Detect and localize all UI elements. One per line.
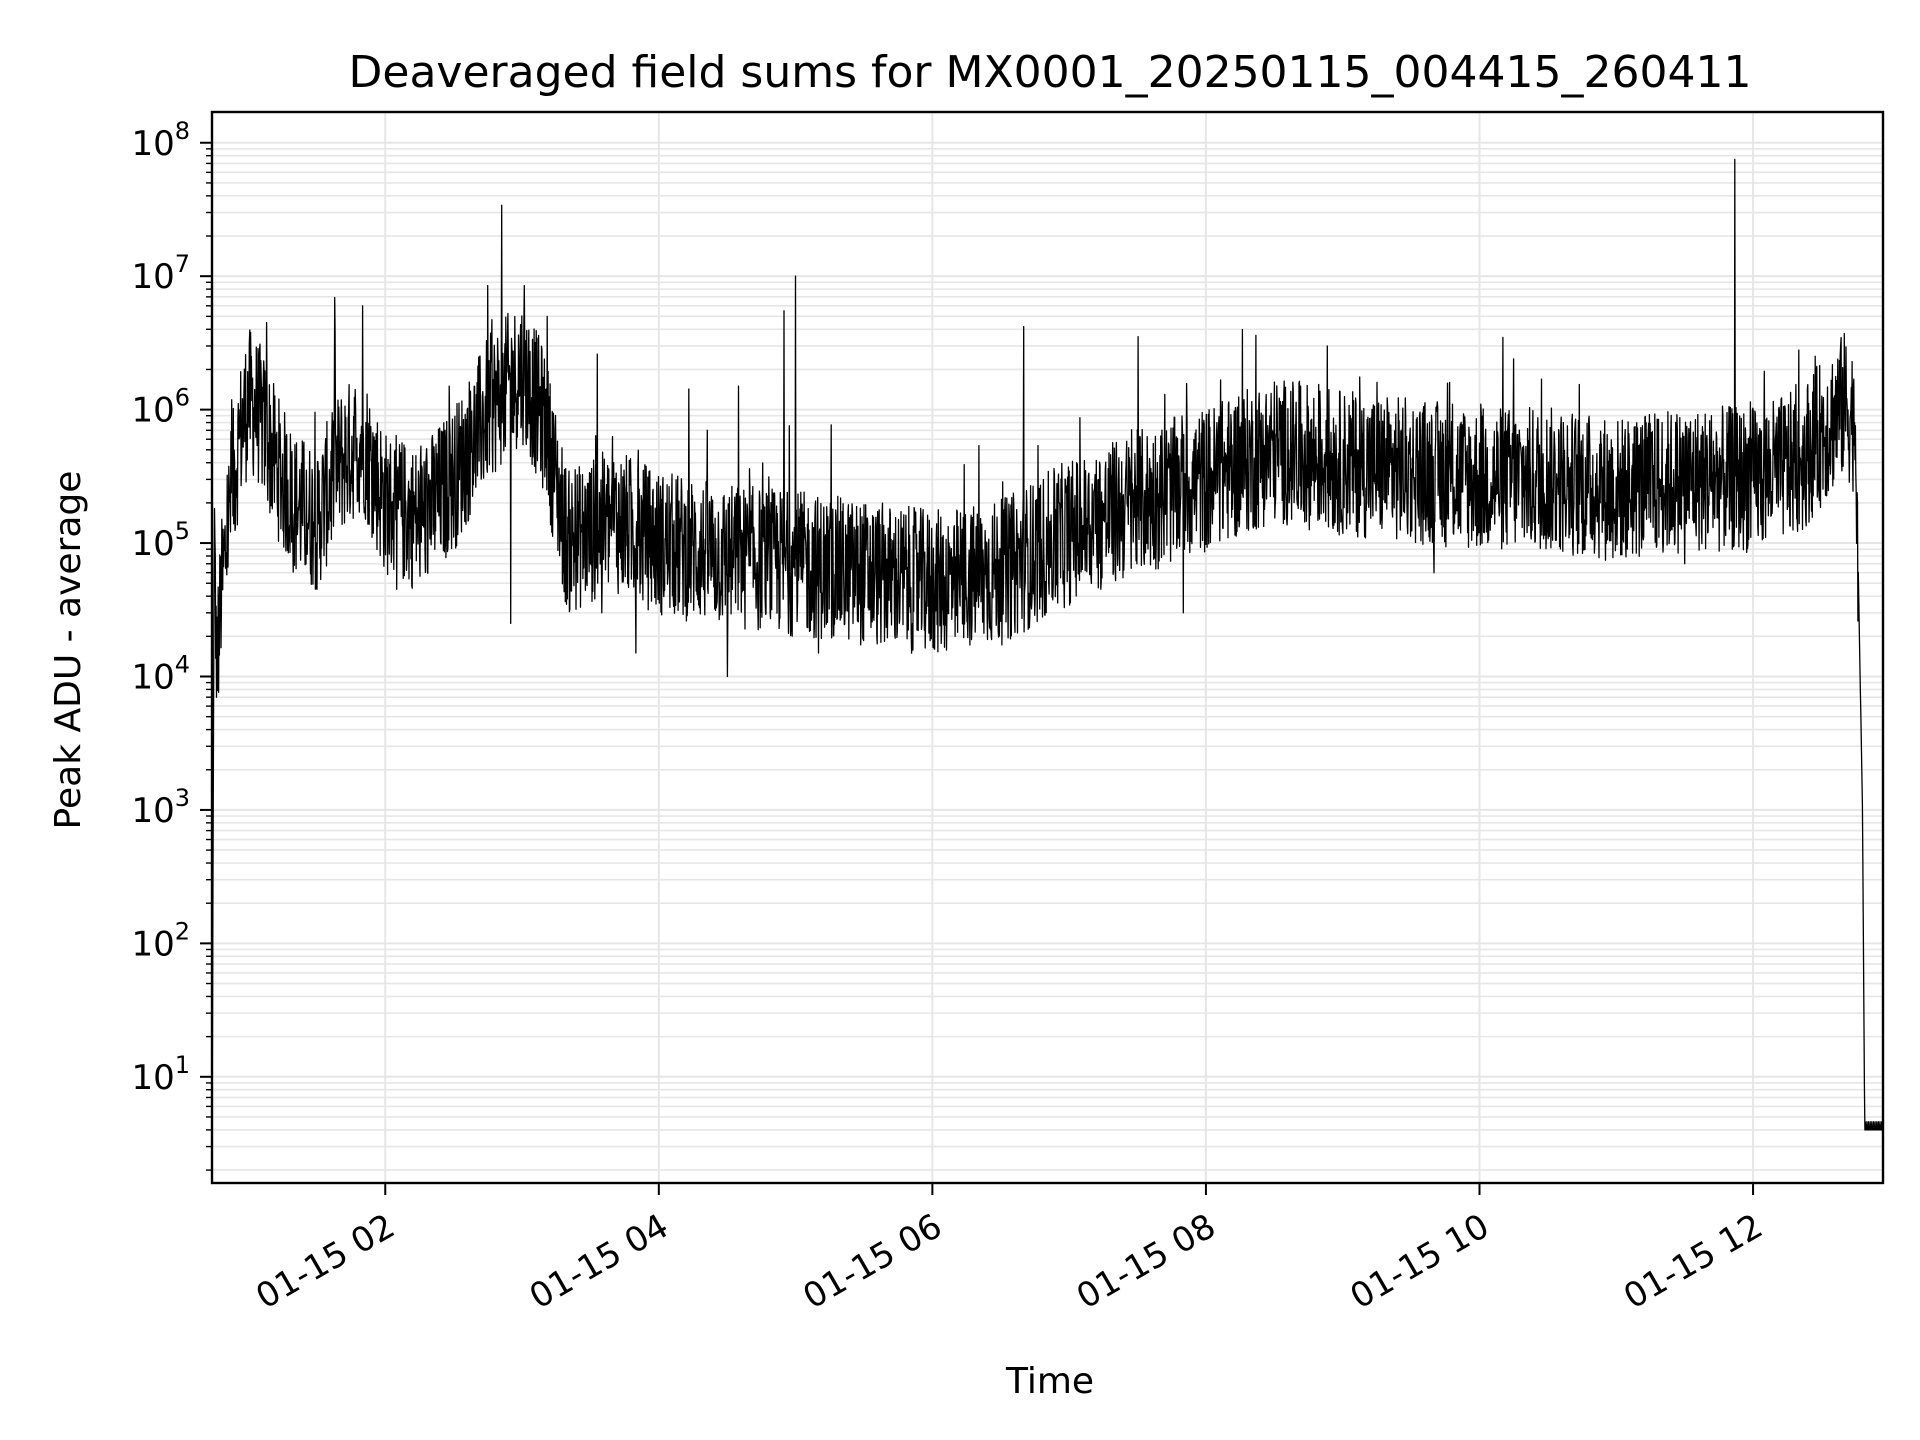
data-series — [211, 158, 1884, 1171]
y-tick-label: 105 — [131, 517, 190, 564]
series-line — [211, 158, 1884, 1171]
y-tick-label: 101 — [131, 1051, 190, 1098]
y-tick-label: 106 — [131, 384, 190, 431]
y-axis-ticks: 101 102 103 104 105 106 107 108 — [131, 117, 212, 1171]
plot-area-frame — [210, 110, 1885, 1185]
y-tick-label: 107 — [131, 250, 190, 297]
y-tick-label: 104 — [131, 650, 190, 697]
y-tick-label: 103 — [131, 784, 190, 831]
y-axis-label: Peak ADU - average — [48, 471, 89, 830]
y-tick-label: 108 — [131, 117, 190, 164]
y-tick-label: 102 — [131, 917, 190, 964]
chart-title: Deaveraged field sums for MX0001_2025011… — [349, 47, 1752, 98]
x-axis-label: Time — [1005, 1361, 1094, 1402]
